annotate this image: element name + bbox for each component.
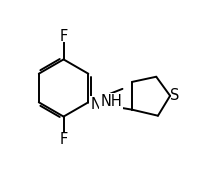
- Text: NH: NH: [91, 97, 112, 112]
- Text: F: F: [59, 29, 68, 43]
- Text: S: S: [170, 88, 179, 103]
- Text: NH: NH: [100, 94, 122, 109]
- Text: F: F: [59, 132, 68, 147]
